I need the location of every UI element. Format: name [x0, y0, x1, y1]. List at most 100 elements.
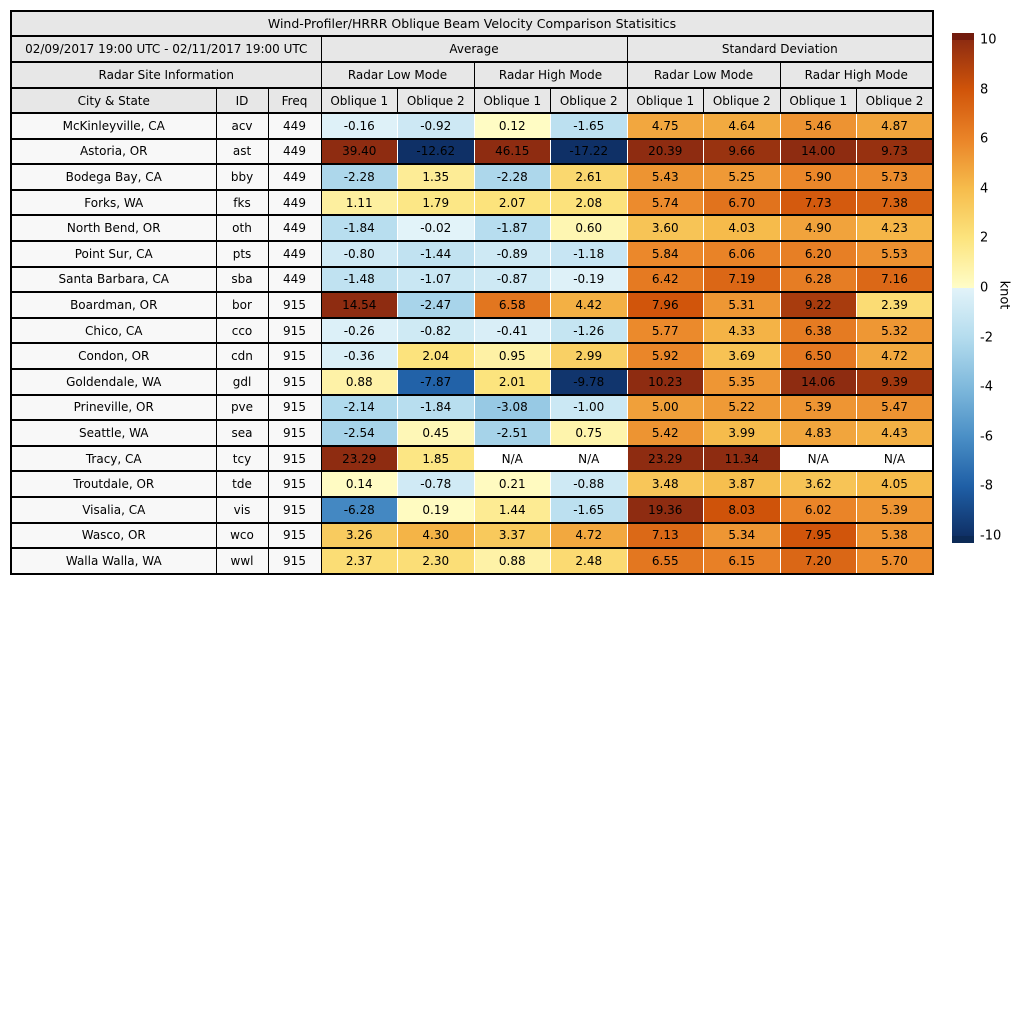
freq-cell: 449 — [267, 163, 322, 191]
value-cell: 6.28 — [779, 265, 857, 294]
value-cell: 1.11 — [320, 188, 398, 217]
city-cell: Wasco, OR — [10, 521, 217, 550]
id-cell: cdn — [215, 342, 269, 370]
value-cell: 4.05 — [856, 470, 934, 498]
colorbar-tick-label: 6 — [980, 131, 989, 147]
value-cell: 4.75 — [626, 112, 704, 140]
value-cell: 3.48 — [626, 470, 704, 498]
id-cell: vis — [215, 495, 269, 524]
id-cell: wco — [215, 521, 269, 550]
value-cell: 11.34 — [703, 444, 781, 473]
value-cell: 5.84 — [626, 239, 704, 268]
id-cell: bby — [215, 163, 269, 191]
value-cell: -1.84 — [320, 214, 398, 242]
id-cell: bor — [215, 291, 269, 319]
value-cell: 5.42 — [626, 419, 704, 447]
value-cell: 5.32 — [856, 316, 934, 345]
col-header-oblique: Oblique 1 — [626, 87, 704, 114]
col-header-oblique: Oblique 2 — [703, 87, 781, 114]
value-cell: -0.82 — [397, 316, 475, 345]
freq-cell: 449 — [267, 265, 322, 294]
value-cell: -2.28 — [473, 163, 551, 191]
value-cell: 7.95 — [779, 521, 857, 550]
colorbar-tick-label: -4 — [980, 379, 993, 395]
city-cell: Boardman, OR — [10, 291, 217, 319]
city-cell: Point Sur, CA — [10, 239, 217, 268]
city-cell: Forks, WA — [10, 188, 217, 217]
value-cell: -0.02 — [397, 214, 475, 242]
value-cell: 4.43 — [856, 419, 934, 447]
value-cell: 3.26 — [320, 521, 398, 550]
col-header-city: City & State — [10, 87, 217, 114]
value-cell: 4.03 — [703, 214, 781, 242]
value-cell: 3.69 — [703, 342, 781, 370]
value-cell: 14.00 — [779, 137, 857, 166]
value-cell: 5.92 — [626, 342, 704, 370]
value-cell: -1.84 — [397, 393, 475, 422]
id-cell: tde — [215, 470, 269, 498]
value-cell: 4.72 — [550, 521, 628, 550]
colorbar-tick-label: 4 — [980, 181, 989, 197]
value-cell: 4.33 — [703, 316, 781, 345]
id-cell: fks — [215, 188, 269, 217]
value-cell: 9.22 — [779, 291, 857, 319]
id-cell: oth — [215, 214, 269, 242]
value-cell: 7.38 — [856, 188, 934, 217]
value-cell: 4.72 — [856, 342, 934, 370]
table-row: Wasco, OR wco 915 3.26 4.30 3.37 4.72 7.13 5.34 7… — [10, 521, 934, 550]
table-row: Visalia, CA vis 915 -6.28 0.19 1.44 -1.65 19.36… — [10, 495, 934, 524]
value-cell: 39.40 — [320, 137, 398, 166]
value-cell: 2.08 — [550, 188, 628, 217]
value-cell: 23.29 — [626, 444, 704, 473]
city-cell: Condon, OR — [10, 342, 217, 370]
id-cell: sea — [215, 419, 269, 447]
value-cell: 2.01 — [473, 367, 551, 396]
freq-cell: 915 — [267, 444, 322, 473]
table-row: Tracy, CA tcy 915 23.29 1.85 N/A N/A 23.29 11.34… — [10, 444, 934, 473]
value-cell: 5.39 — [779, 393, 857, 422]
value-cell: 1.44 — [473, 495, 551, 524]
value-cell: 6.55 — [626, 547, 704, 575]
city-cell: Tracy, CA — [10, 444, 217, 473]
value-cell: 2.07 — [473, 188, 551, 217]
table-row: Troutdale, OR tde 915 0.14 -0.78 0.21 -0.88 3.4… — [10, 470, 934, 498]
id-cell: pts — [215, 239, 269, 268]
value-cell: 7.13 — [626, 521, 704, 550]
value-cell: 0.60 — [550, 214, 628, 242]
avg-high-mode-header: Radar High Mode — [473, 61, 628, 89]
value-cell: 10.23 — [626, 367, 704, 396]
value-cell: 5.00 — [626, 393, 704, 422]
city-cell: Astoria, OR — [10, 137, 217, 166]
city-cell: Seattle, WA — [10, 419, 217, 447]
value-cell: -0.26 — [320, 316, 398, 345]
value-cell: 2.30 — [397, 547, 475, 575]
value-cell: -2.47 — [397, 291, 475, 319]
value-cell: N/A — [473, 444, 551, 473]
value-cell: 5.25 — [703, 163, 781, 191]
city-cell: Prineville, OR — [10, 393, 217, 422]
freq-cell: 915 — [267, 470, 322, 498]
value-cell: 5.90 — [779, 163, 857, 191]
value-cell: 7.19 — [703, 265, 781, 294]
value-cell: 6.50 — [779, 342, 857, 370]
value-cell: -2.54 — [320, 419, 398, 447]
freq-cell: 915 — [267, 521, 322, 550]
value-cell: 0.88 — [473, 547, 551, 575]
table-row: Walla Walla, WA wwl 915 2.37 2.30 0.88 2.48 6.5… — [10, 547, 934, 575]
value-cell: 0.88 — [320, 367, 398, 396]
value-cell: 2.99 — [550, 342, 628, 370]
value-cell: -0.88 — [550, 470, 628, 498]
value-cell: 6.38 — [779, 316, 857, 345]
city-cell: Bodega Bay, CA — [10, 163, 217, 191]
col-header-oblique: Oblique 2 — [550, 87, 628, 114]
value-cell: 4.83 — [779, 419, 857, 447]
table-row: Bodega Bay, CA bby 449 -2.28 1.35 -2.28 2.61 5.… — [10, 163, 934, 191]
std-low-mode-header: Radar Low Mode — [626, 61, 781, 89]
table-row: McKinleyville, CA acv 449 -0.16 -0.92 0.12 -1.… — [10, 112, 934, 140]
stddev-group-header: Standard Deviation — [626, 35, 934, 63]
value-cell: 6.70 — [703, 188, 781, 217]
value-cell: 1.35 — [397, 163, 475, 191]
colorbar-tick-label: -10 — [980, 528, 1002, 544]
city-cell: Chico, CA — [10, 316, 217, 345]
